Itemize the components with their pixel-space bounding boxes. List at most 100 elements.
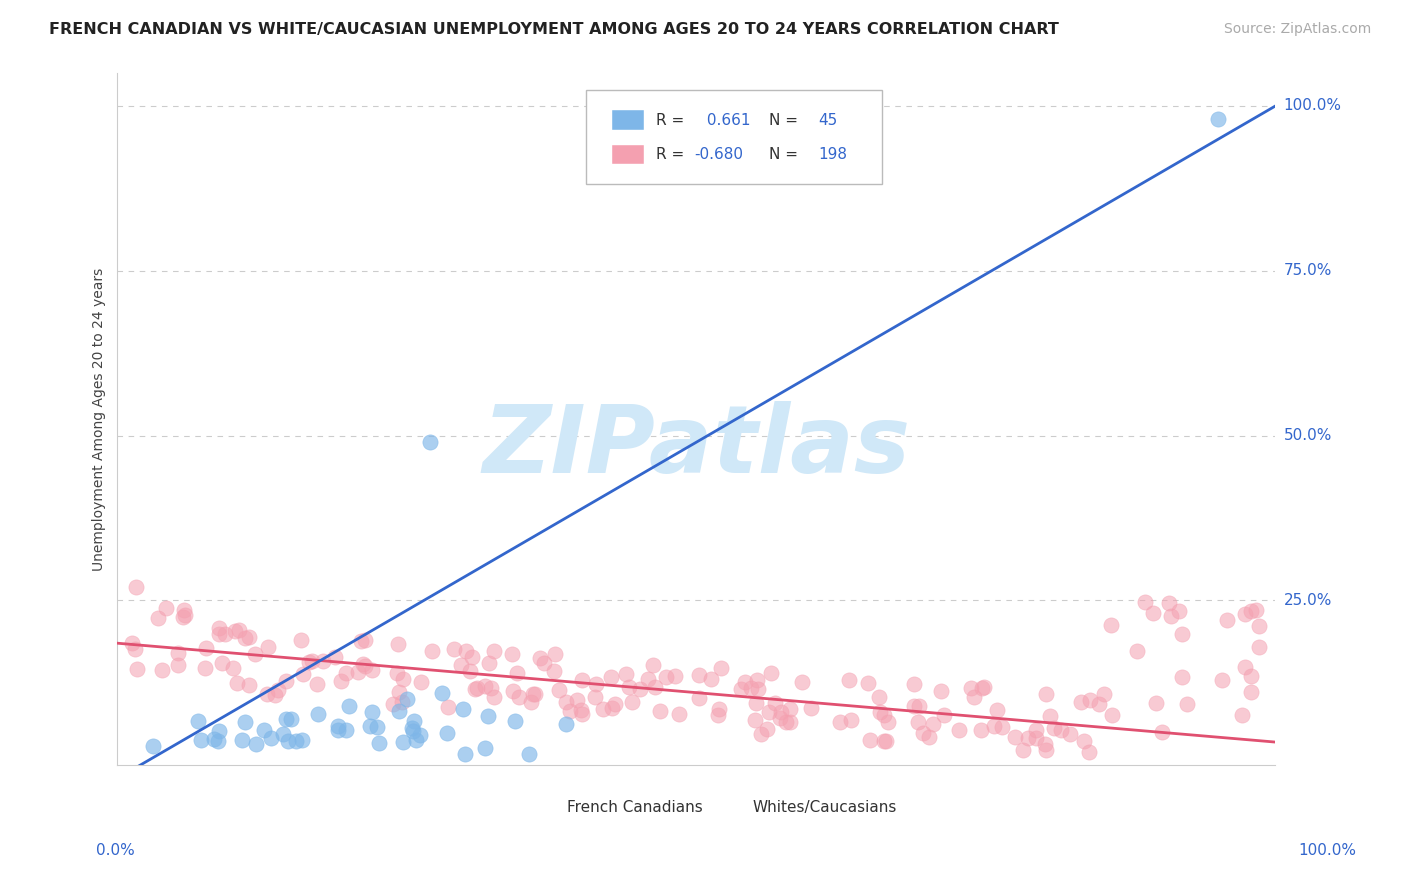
Text: FRENCH CANADIAN VS WHITE/CAUCASIAN UNEMPLOYMENT AMONG AGES 20 TO 24 YEARS CORREL: FRENCH CANADIAN VS WHITE/CAUCASIAN UNEMP… — [49, 22, 1059, 37]
Point — [298, 656, 321, 670]
Point — [571, 706, 593, 721]
Y-axis label: Unemployment Among Ages 20 to 24 years: Unemployment Among Ages 20 to 24 years — [93, 268, 107, 571]
Point — [654, 670, 676, 684]
Text: 100.0%: 100.0% — [1299, 843, 1357, 858]
Point — [1092, 687, 1115, 701]
Point — [214, 627, 236, 641]
Point — [932, 708, 955, 723]
Point — [769, 711, 792, 725]
Point — [1070, 695, 1092, 709]
Point — [922, 717, 945, 731]
Point — [172, 610, 194, 624]
Point — [361, 663, 384, 677]
Point — [1025, 723, 1047, 737]
Point — [838, 673, 860, 687]
Point — [335, 666, 357, 681]
Point — [859, 733, 882, 747]
Point — [501, 648, 523, 662]
Point — [908, 699, 931, 714]
Point — [167, 658, 190, 673]
Point — [387, 637, 409, 651]
Point — [291, 666, 314, 681]
Point — [1240, 604, 1263, 618]
Point — [740, 681, 762, 695]
Point — [960, 681, 983, 695]
Point — [1033, 738, 1056, 752]
Point — [503, 714, 526, 728]
Point — [592, 702, 614, 716]
Point — [231, 732, 253, 747]
Point — [280, 712, 302, 726]
Point — [465, 681, 488, 696]
Point — [1087, 697, 1109, 711]
Point — [464, 682, 486, 697]
Point — [1175, 697, 1198, 711]
Point — [391, 695, 413, 709]
Point — [202, 732, 225, 747]
FancyBboxPatch shape — [720, 801, 745, 816]
Point — [614, 667, 637, 681]
Point — [1230, 708, 1253, 723]
Point — [167, 646, 190, 660]
Point — [585, 676, 607, 690]
Point — [443, 642, 465, 657]
Point — [482, 690, 505, 704]
Point — [388, 685, 411, 699]
Point — [477, 656, 499, 670]
Point — [121, 636, 143, 650]
Point — [235, 631, 257, 645]
Point — [328, 719, 350, 733]
Point — [146, 610, 169, 624]
Point — [290, 632, 312, 647]
Point — [437, 700, 460, 714]
Point — [208, 627, 231, 641]
Point — [907, 715, 929, 730]
Point — [963, 690, 986, 705]
Text: N =: N = — [769, 112, 803, 128]
Point — [637, 673, 659, 687]
Point — [903, 677, 925, 691]
Point — [875, 734, 897, 748]
Point — [361, 706, 384, 720]
Point — [508, 690, 530, 704]
Point — [124, 642, 146, 657]
Point — [970, 723, 993, 738]
Point — [402, 724, 425, 739]
Point — [828, 714, 851, 729]
Point — [554, 695, 576, 709]
Point — [392, 735, 415, 749]
Point — [605, 697, 627, 711]
Point — [602, 701, 624, 715]
Point — [912, 726, 935, 740]
Point — [707, 702, 730, 716]
Point — [873, 734, 896, 748]
Point — [420, 644, 443, 658]
Point — [1234, 607, 1257, 622]
FancyBboxPatch shape — [612, 111, 644, 129]
Point — [366, 720, 388, 734]
Point — [745, 696, 768, 710]
Point — [1167, 604, 1189, 618]
Point — [150, 663, 173, 677]
Point — [763, 696, 786, 710]
Point — [775, 715, 797, 730]
Point — [792, 674, 814, 689]
Point — [256, 640, 278, 655]
Point — [903, 698, 925, 713]
Point — [474, 741, 496, 756]
Point — [918, 730, 941, 744]
Point — [1050, 723, 1073, 737]
Point — [1234, 659, 1257, 673]
Point — [245, 737, 267, 751]
Point — [125, 580, 148, 594]
Point — [277, 734, 299, 748]
Text: 0.0%: 0.0% — [96, 843, 135, 858]
Point — [127, 662, 149, 676]
Point — [1247, 619, 1270, 633]
Point — [664, 669, 686, 683]
Point — [307, 707, 329, 722]
Point — [569, 703, 592, 717]
Point — [301, 654, 323, 668]
Point — [548, 683, 571, 698]
Point — [1099, 618, 1122, 632]
